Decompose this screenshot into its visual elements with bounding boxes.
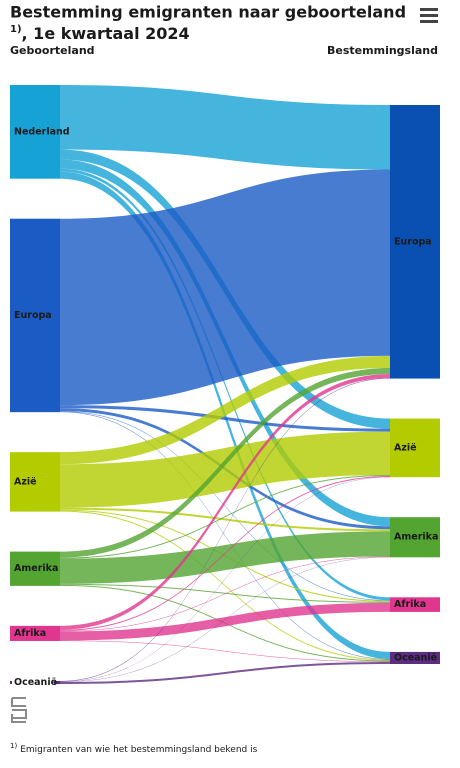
links [60,85,390,684]
link [60,475,390,631]
source-label: Amerika [14,563,58,574]
link [60,510,390,661]
menu-bar [420,8,438,11]
footnote-text: Emigranten van wie het bestemmingsland b… [20,745,257,755]
chart-subtitle: 1), 1e kwartaal 2024 [10,24,190,43]
target-label: Azië [394,442,417,453]
target-node [390,105,440,379]
link [60,556,390,682]
link [60,367,390,558]
link [60,583,390,603]
target-node [390,651,440,664]
link [60,378,390,682]
source-node [10,85,60,179]
source-node [10,551,60,586]
link [60,405,390,432]
target-label: Europa [394,236,432,247]
target-node [390,597,440,612]
link [60,507,390,532]
link [60,640,390,662]
source-node [10,218,60,413]
target-node [390,418,440,478]
footnote: 1) Emigranten van wie het bestemmingsland… [10,742,258,755]
source-axis-label: Geboorteland [10,44,95,57]
link [60,85,390,170]
source-node [10,625,60,641]
link [60,474,390,559]
menu-bar [420,20,438,23]
menu-bar [420,14,438,17]
source-label: Afrika [14,628,46,639]
link [60,556,390,632]
target-node [390,517,440,558]
footnote-marker: 1) [10,742,17,750]
title-note: 1) [10,24,22,35]
source-label: Oceanië [14,677,57,688]
logo-shape [11,697,27,723]
link [60,355,390,465]
target-label: Oceanië [394,652,437,663]
target-label: Amerika [394,532,438,543]
source-label: Azië [14,476,37,487]
source-label: Nederland [14,126,70,137]
source-node [10,452,60,512]
link [60,661,390,684]
subtitle-text: , 1e kwartaal 2024 [22,24,190,43]
link [60,169,390,406]
target-axis-label: Bestemmingsland [327,44,438,57]
source-label: Europa [14,310,52,321]
nodes: Nederland Europa Azië Amerika Afrika Oceanië E… [10,85,440,688]
menu-button[interactable] [420,8,438,23]
link [60,411,390,660]
link [60,374,390,630]
link [60,531,390,584]
link [60,476,390,682]
target-label: Afrika [394,599,426,610]
chart-title: Bestemming emigranten naar geboorteland [10,3,406,22]
cbs-logo [11,697,27,723]
link [60,168,390,601]
link [60,602,390,641]
source-label-bg [12,675,54,688]
link [60,431,390,508]
link [60,411,390,601]
